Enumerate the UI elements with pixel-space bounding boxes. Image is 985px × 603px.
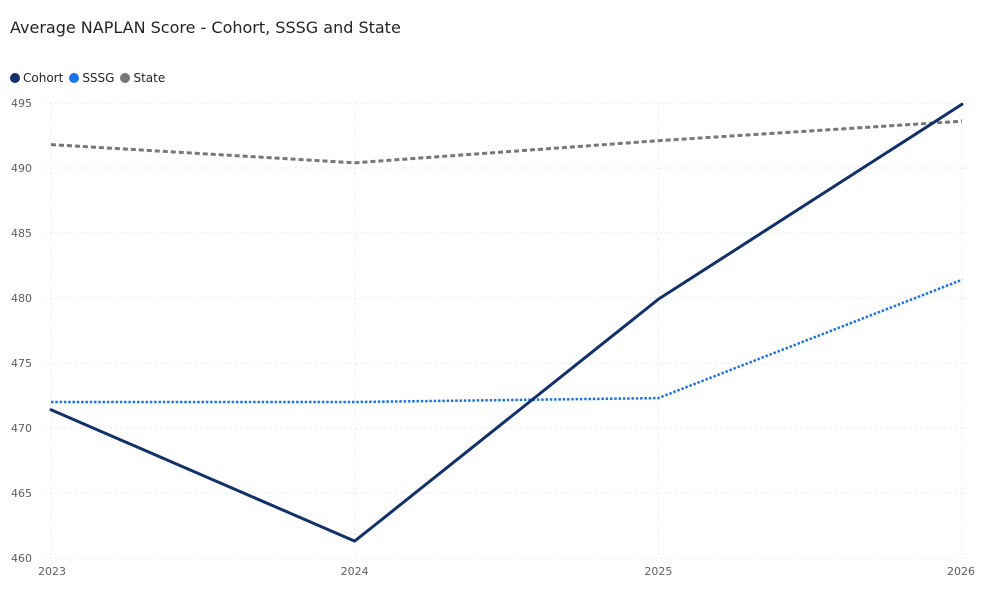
x-tick-label: 2024 — [341, 565, 369, 578]
series-line-sssg[interactable] — [51, 278, 963, 404]
data-point-cohort[interactable] — [47, 406, 55, 414]
data-point-cohort[interactable] — [958, 100, 966, 108]
data-point-state[interactable] — [47, 141, 55, 149]
data-point-state[interactable] — [654, 137, 662, 145]
legend-marker-state — [120, 73, 131, 83]
chart-title: Average NAPLAN Score - Cohort, SSSG and … — [10, 18, 401, 37]
data-point-sssg[interactable] — [654, 394, 662, 402]
series-line-state[interactable] — [50, 119, 963, 165]
legend-item-cohort[interactable]: Cohort — [10, 71, 63, 85]
y-tick-label: 465 — [11, 487, 32, 500]
legend-item-sssg[interactable]: SSSG — [69, 71, 114, 85]
y-tick-label: 460 — [11, 552, 32, 565]
y-tick-label: 480 — [11, 292, 32, 305]
legend-label-state: State — [133, 71, 166, 85]
series-lines — [47, 100, 966, 545]
data-point-cohort[interactable] — [654, 295, 662, 303]
legend-label-sssg: SSSG — [82, 71, 115, 85]
y-tick-label: 475 — [11, 357, 32, 370]
legend-marker-cohort — [10, 73, 20, 83]
legend-item-state[interactable]: State — [120, 71, 165, 85]
data-point-cohort[interactable] — [351, 537, 359, 545]
x-tick-label: 2026 — [947, 565, 975, 578]
legend-marker-sssg — [69, 73, 80, 83]
x-tick-label: 2025 — [644, 565, 672, 578]
data-point-sssg[interactable] — [47, 398, 55, 406]
y-tick-label: 490 — [11, 162, 32, 175]
axis-ticks: 460 465 470 475 480 485 490 495 2023 2024 2025 2026 — [11, 97, 975, 578]
x-tick-label: 2023 — [38, 565, 66, 578]
y-tick-label: 485 — [11, 227, 32, 240]
legend: Cohort SSSG State — [10, 71, 171, 85]
data-point-sssg[interactable] — [958, 276, 966, 284]
series-line-cohort[interactable] — [49, 102, 964, 543]
data-point-sssg[interactable] — [351, 398, 359, 406]
data-point-state[interactable] — [958, 117, 966, 125]
data-point-state[interactable] — [351, 159, 359, 167]
legend-label-cohort: Cohort — [23, 71, 64, 85]
y-tick-label: 495 — [11, 97, 32, 110]
y-tick-label: 470 — [11, 422, 32, 435]
gridlines — [45, 102, 970, 559]
